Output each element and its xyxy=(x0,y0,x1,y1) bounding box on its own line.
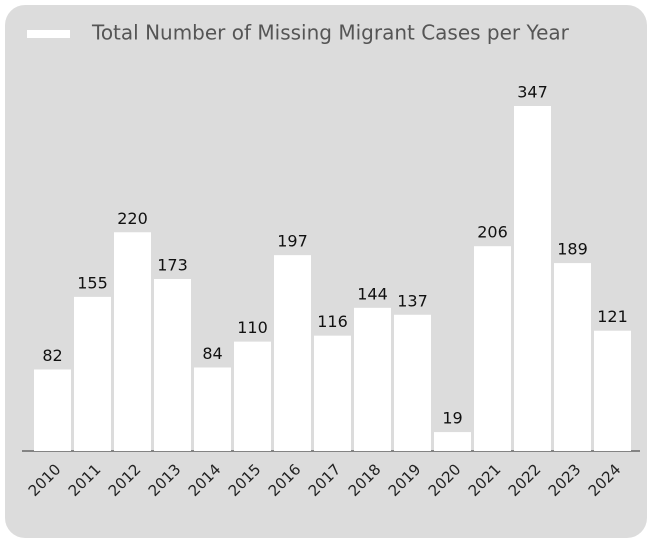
data-label: 220 xyxy=(117,209,148,228)
data-label: 189 xyxy=(557,240,588,259)
bar xyxy=(34,369,71,451)
data-label: 82 xyxy=(42,346,62,365)
legend-label: Total Number of Missing Migrant Cases pe… xyxy=(91,21,570,45)
bar xyxy=(434,432,471,451)
bar xyxy=(554,263,591,451)
bar xyxy=(234,341,271,451)
data-label: 347 xyxy=(517,83,548,102)
legend-swatch xyxy=(27,30,70,38)
bar xyxy=(274,255,311,451)
data-label: 155 xyxy=(77,273,108,292)
bar xyxy=(394,314,431,451)
data-label: 121 xyxy=(597,307,628,326)
bar xyxy=(594,330,631,451)
bar xyxy=(314,335,351,451)
data-label: 144 xyxy=(357,284,388,303)
bar xyxy=(74,296,111,451)
bar xyxy=(114,232,151,451)
data-label: 19 xyxy=(442,409,462,428)
bar xyxy=(194,367,231,451)
data-label: 173 xyxy=(157,255,188,274)
data-label: 206 xyxy=(477,223,508,242)
data-label: 84 xyxy=(202,344,222,363)
bar xyxy=(514,106,551,451)
bar xyxy=(354,307,391,451)
data-label: 137 xyxy=(397,291,428,310)
bar xyxy=(474,246,511,451)
data-label: 197 xyxy=(277,232,308,251)
data-label: 116 xyxy=(317,312,348,331)
data-label: 110 xyxy=(237,318,268,337)
bar xyxy=(154,278,191,451)
